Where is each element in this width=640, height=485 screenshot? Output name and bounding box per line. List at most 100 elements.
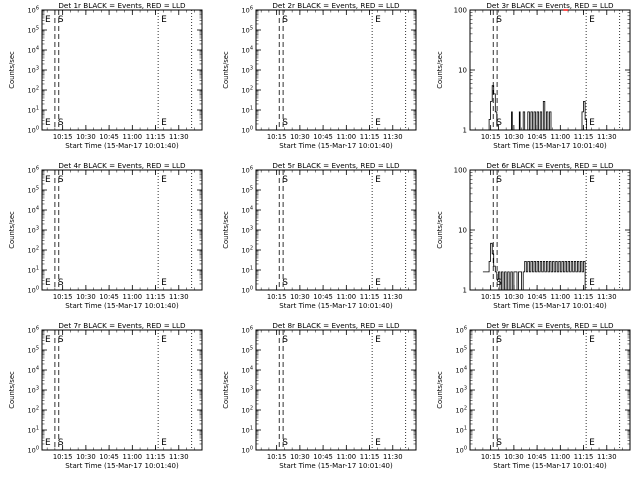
x-tick-label: 11:00 <box>123 293 143 301</box>
marker-label-top: E <box>589 335 595 345</box>
panel-title: Det 6r BLACK = Events, RED = LLD <box>486 161 614 170</box>
x-tick-label: 11:15 <box>360 453 380 461</box>
y-axis-label: Counts/sec <box>222 51 230 89</box>
y-tick-label: 10 <box>458 227 467 235</box>
marker-label-top: E <box>161 175 167 185</box>
y-tick-label: 1 <box>463 287 467 295</box>
x-tick-label: 11:30 <box>169 133 189 141</box>
x-axis-label: Start Time (15-Mar-17 10:01:40) <box>493 142 607 150</box>
y-tick-label: 1 <box>463 127 467 135</box>
x-tick-label: 10:15 <box>267 293 287 301</box>
y-axis-label: Counts/sec <box>8 371 16 409</box>
marker-label-bottom: E <box>589 438 595 448</box>
plot-frame <box>469 329 631 451</box>
x-tick-label: 11:15 <box>574 293 594 301</box>
y-tick-label: 103 <box>242 66 253 75</box>
marker-label-bottom: S <box>58 118 64 128</box>
y-tick-label: 102 <box>242 86 253 95</box>
y-tick-label: 102 <box>28 86 39 95</box>
x-tick-label: 11:30 <box>383 293 403 301</box>
y-axis-label: Counts/sec <box>222 371 230 409</box>
x-tick-label: 11:30 <box>597 293 617 301</box>
y-tick-label: 106 <box>242 166 253 175</box>
y-tick-label: 102 <box>242 406 253 415</box>
x-tick-label: 10:15 <box>53 293 73 301</box>
x-axis-label: Start Time (15-Mar-17 10:01:40) <box>279 142 393 150</box>
y-tick-label: 101 <box>242 266 253 275</box>
marker-label-top: E <box>161 15 167 25</box>
x-tick-label: 10:30 <box>76 293 96 301</box>
plot-frame <box>255 329 417 451</box>
y-tick-label: 100 <box>242 126 253 135</box>
marker-label-top: E <box>589 175 595 185</box>
x-tick-label: 11:00 <box>123 453 143 461</box>
marker-label-bottom: S <box>496 438 502 448</box>
marker-label-top: S <box>58 335 64 345</box>
y-tick-label: 105 <box>28 26 39 35</box>
marker-label-bottom: E <box>589 118 595 128</box>
x-tick-label: 10:30 <box>504 133 524 141</box>
y-tick-label: 100 <box>28 286 39 295</box>
panel-title: Det 4r BLACK = Events, RED = LLD <box>58 161 186 170</box>
y-tick-label: 105 <box>242 186 253 195</box>
y-tick-label: 100 <box>242 446 253 455</box>
marker-label-top: E <box>161 335 167 345</box>
x-tick-label: 11:30 <box>597 453 617 461</box>
marker-label-bottom: S <box>496 118 502 128</box>
x-tick-label: 11:15 <box>574 133 594 141</box>
panel-det-4: Det 4r BLACK = Events, RED = LLD 100 101 10… <box>8 161 203 310</box>
x-tick-label: 10:15 <box>267 453 287 461</box>
y-tick-label: 105 <box>28 346 39 355</box>
x-tick-label: 11:00 <box>551 453 571 461</box>
marker-label-bottom: E <box>45 278 51 288</box>
x-tick-label: 11:15 <box>146 133 166 141</box>
y-tick-label: 101 <box>456 426 467 435</box>
y-tick-label: 100 <box>456 446 467 455</box>
y-tick-label: 103 <box>28 386 39 395</box>
y-tick-label: 105 <box>456 346 467 355</box>
marker-label-top: S <box>58 15 64 25</box>
panel-title: Det 1r BLACK = Events, RED = LLD <box>58 1 186 10</box>
panel-det-2: Det 2r BLACK = Events, RED = LLD 100 101 10… <box>222 1 417 150</box>
panel-title: Det 5r BLACK = Events, RED = LLD <box>272 161 400 170</box>
y-tick-label: 101 <box>28 106 39 115</box>
y-tick-label: 105 <box>28 186 39 195</box>
x-tick-label: 10:45 <box>313 133 333 141</box>
panel-det-3: Det 3r BLACK = Events, RED = LLD 1 10 100 10… <box>436 1 631 150</box>
y-tick-label: 106 <box>28 6 39 15</box>
x-tick-label: 10:45 <box>527 133 547 141</box>
y-axis-label: Counts/sec <box>436 51 444 89</box>
series-events <box>482 242 586 291</box>
marker-label-bottom: E <box>375 438 381 448</box>
x-tick-label: 10:45 <box>99 133 119 141</box>
x-tick-label: 11:00 <box>123 133 143 141</box>
y-axis-label: Counts/sec <box>8 211 16 249</box>
x-axis-label: Start Time (15-Mar-17 10:01:40) <box>279 462 393 470</box>
x-tick-label: 10:30 <box>290 133 310 141</box>
marker-label-top: E <box>45 335 51 345</box>
y-tick-label: 100 <box>28 126 39 135</box>
marker-label-bottom: S <box>282 118 288 128</box>
panel-title: Det 9r BLACK = Events, RED = LLD <box>486 321 614 330</box>
marker-label-top: E <box>589 15 595 25</box>
y-tick-label: 104 <box>28 46 39 55</box>
y-tick-label: 101 <box>242 426 253 435</box>
y-tick-label: 10 <box>458 67 467 75</box>
marker-label-bottom: E <box>375 278 381 288</box>
y-axis-label: Counts/sec <box>436 211 444 249</box>
marker-label-bottom: S <box>58 438 64 448</box>
y-tick-label: 100 <box>454 167 467 175</box>
x-tick-label: 10:45 <box>99 293 119 301</box>
y-tick-label: 102 <box>28 406 39 415</box>
panel-det-6: Det 6r BLACK = Events, RED = LLD 1 10 100 10… <box>436 161 631 310</box>
y-tick-label: 102 <box>242 246 253 255</box>
plot-frame <box>469 169 631 291</box>
plot-frame <box>255 169 417 291</box>
panel-title: Det 3r BLACK = Events, RED = LLD <box>486 1 614 10</box>
y-tick-label: 100 <box>242 286 253 295</box>
panel-title: Det 8r BLACK = Events, RED = LLD <box>272 321 400 330</box>
marker-label-top: E <box>45 175 51 185</box>
x-tick-label: 10:15 <box>53 453 73 461</box>
marker-label-bottom: E <box>45 438 51 448</box>
